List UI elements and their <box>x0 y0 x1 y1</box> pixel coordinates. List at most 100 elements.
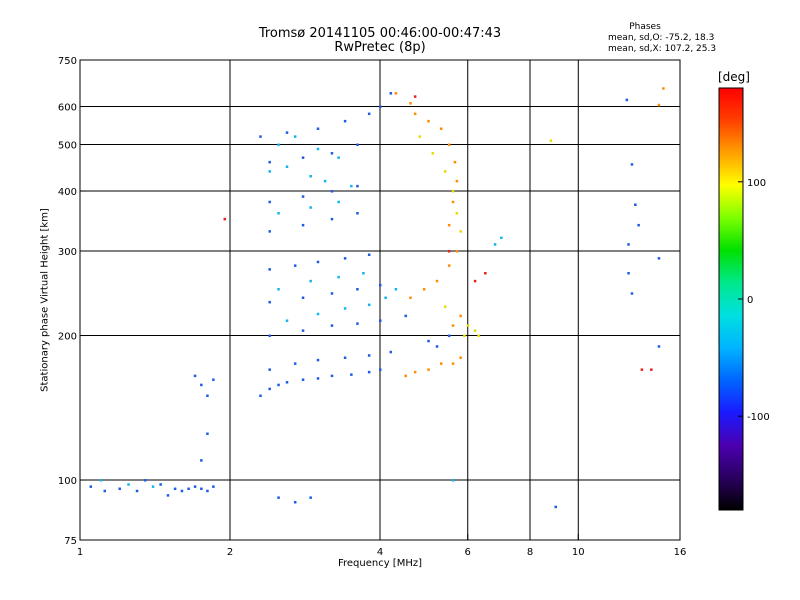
echo-point <box>427 339 430 343</box>
echo-point <box>151 485 155 488</box>
echo-point <box>309 206 312 209</box>
colorbar-tick-label: 0 <box>747 295 753 306</box>
echo-point <box>118 487 121 491</box>
echo-point <box>316 260 320 264</box>
echo-point <box>330 324 334 327</box>
echo-point <box>268 334 271 338</box>
x-tick-label: 4 <box>377 547 383 558</box>
axes: 1 2 4 6 8 10 16 75 100 200 300 400 500 600 750 <box>58 56 686 558</box>
colorbar-ticks: 100 0 -100 <box>738 178 770 423</box>
echo-point <box>330 152 334 155</box>
echo-point <box>268 160 271 164</box>
echo-point <box>285 131 289 134</box>
echo-point <box>301 296 305 300</box>
echo-point <box>301 329 305 332</box>
echo-point <box>657 345 661 348</box>
echo-point <box>316 312 320 316</box>
echo-point <box>212 485 215 488</box>
chart-title-line2: RwPretec (8p) <box>334 40 426 55</box>
echo-point <box>293 362 297 365</box>
echo-point <box>443 305 447 308</box>
echo-point <box>159 483 162 486</box>
echo-point <box>379 105 382 109</box>
echo-point <box>459 314 462 318</box>
echo-point <box>379 368 382 371</box>
colorbar-tick-label: 100 <box>747 178 766 189</box>
echo-point <box>343 307 347 310</box>
echo-points <box>89 87 665 509</box>
echo-point <box>554 505 557 509</box>
echo-point <box>268 300 271 304</box>
echo-point <box>187 487 190 491</box>
y-tick-label: 200 <box>58 332 77 343</box>
echo-point <box>180 489 184 493</box>
echo-point <box>268 387 271 391</box>
echo-point <box>637 223 640 227</box>
x-tick-label: 10 <box>572 547 585 558</box>
echo-point <box>277 288 280 291</box>
echo-point <box>455 179 459 183</box>
echo-point <box>640 368 644 371</box>
echo-point <box>193 485 197 488</box>
phases-x-stats: mean, sd,X: 107.2, 25.3 <box>608 44 717 54</box>
echo-point <box>662 87 665 90</box>
echo-point <box>206 489 209 493</box>
echo-point <box>223 217 227 221</box>
echo-point <box>384 296 387 300</box>
echo-point <box>549 139 553 142</box>
echo-point <box>447 143 451 147</box>
echo-point <box>657 257 661 260</box>
echo-point <box>459 356 462 359</box>
echo-point <box>453 160 457 164</box>
echo-point <box>418 135 421 138</box>
echo-point <box>447 334 451 338</box>
echo-point <box>343 356 347 359</box>
echo-point <box>379 283 382 287</box>
x-tick-label: 8 <box>527 547 533 558</box>
echo-point <box>650 368 653 371</box>
echo-point <box>200 487 203 491</box>
echo-point <box>367 354 371 357</box>
echo-point <box>451 200 455 204</box>
echo-point <box>379 319 382 322</box>
echo-point <box>301 156 305 159</box>
echo-point <box>143 479 147 482</box>
echo-point <box>330 292 334 295</box>
echo-point <box>206 432 209 436</box>
echo-point <box>435 345 439 348</box>
echo-point <box>413 112 417 116</box>
y-tick-label: 100 <box>58 476 77 487</box>
echo-point <box>627 271 630 275</box>
echo-point <box>166 494 170 497</box>
echo-point <box>350 184 353 188</box>
echo-point <box>463 334 466 338</box>
echo-point <box>330 217 334 221</box>
echo-point <box>500 236 503 240</box>
echo-point <box>293 500 297 504</box>
echo-point <box>625 98 629 102</box>
y-tick-label: 600 <box>58 103 77 114</box>
echo-point <box>330 374 334 378</box>
echo-point <box>285 381 289 384</box>
echo-point <box>316 147 320 151</box>
x-tick-label: 1 <box>77 547 83 558</box>
echo-point <box>447 250 451 253</box>
echo-point <box>451 190 455 193</box>
echo-point <box>309 496 312 499</box>
echo-point <box>356 143 359 147</box>
echo-point <box>301 195 305 198</box>
echo-point <box>493 243 497 246</box>
echo-point <box>127 483 130 486</box>
echo-point <box>285 165 289 168</box>
echo-point <box>439 362 443 365</box>
echo-point <box>413 95 417 98</box>
echo-point <box>466 324 470 327</box>
echo-point <box>330 190 334 193</box>
echo-point <box>409 296 412 300</box>
echo-point <box>447 223 451 227</box>
echo-point <box>337 200 340 204</box>
echo-point <box>367 370 371 374</box>
echo-point <box>309 279 312 283</box>
x-tick-label: 6 <box>465 547 471 558</box>
